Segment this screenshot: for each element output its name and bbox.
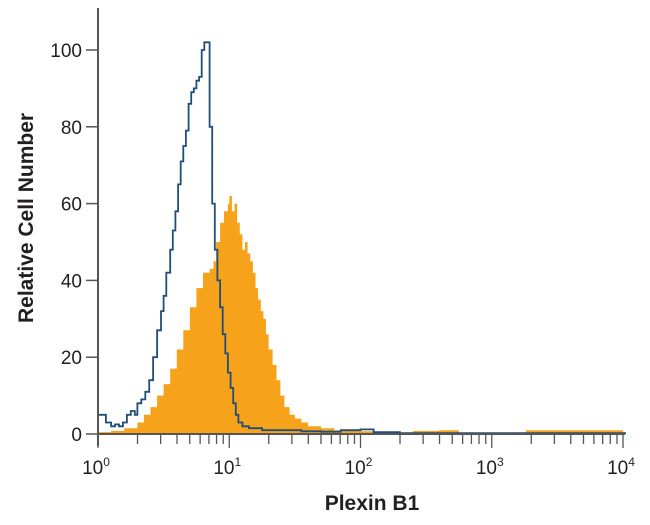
y-tick-label: 100 [50,41,82,62]
y-tick-label: 80 [61,118,82,139]
x-tick-label: 101 [213,455,241,479]
y-tick-label: 0 [71,425,82,446]
axes: 0 20 40 60 80 100 100 101 102 103 104 [50,8,635,479]
stained-histogram-fill [98,195,626,434]
x-tick-label: 100 [82,455,110,479]
control-histogram-outline [98,41,626,435]
y-tick-label: 20 [61,348,82,369]
y-tick-label: 40 [61,271,82,292]
x-tick-label: 102 [345,455,373,479]
y-tick-label: 60 [61,195,82,216]
x-axis-title: Plexin B1 [325,492,420,515]
x-tick-label: 103 [476,455,504,479]
y-axis-title: Relative Cell Number [15,113,38,323]
plot-series [98,41,626,435]
x-tick-label: 104 [607,455,635,479]
